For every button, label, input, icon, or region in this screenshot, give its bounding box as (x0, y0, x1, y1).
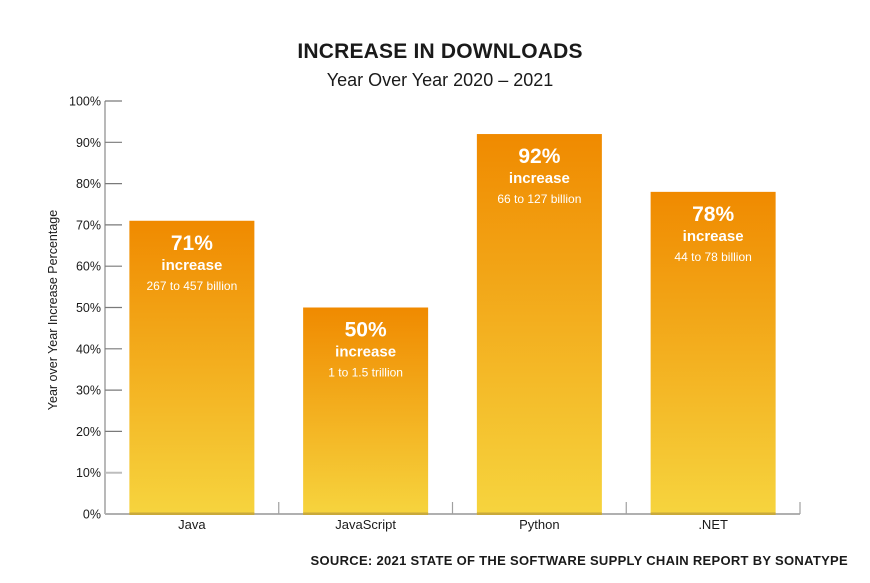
y-tick-label: 10% (76, 466, 101, 480)
data-label-word: increase (683, 228, 744, 245)
x-tick-label: Python (519, 517, 559, 532)
data-label-detail: 267 to 457 billion (147, 279, 238, 293)
y-tick-label: 40% (76, 342, 101, 356)
x-tick-label: Java (178, 517, 206, 532)
y-tick-label: 0% (83, 508, 101, 522)
chart-title: INCREASE IN DOWNLOADS (297, 40, 583, 63)
y-tick-label: 90% (76, 136, 101, 150)
data-label-detail: 44 to 78 billion (674, 250, 751, 264)
x-tick-label: JavaScript (335, 517, 396, 532)
data-label-word: increase (509, 170, 570, 187)
bar-javascript (303, 307, 429, 514)
y-tick-label: 70% (76, 218, 101, 232)
source-note: SOURCE: 2021 STATE OF THE SOFTWARE SUPPL… (310, 553, 848, 568)
data-label-detail: 66 to 127 billion (497, 192, 581, 206)
y-tick-label: 100% (69, 95, 101, 109)
bar-java (129, 220, 255, 514)
data-label-percent: 78% (692, 203, 734, 226)
bar-base (129, 512, 255, 515)
data-label-word: increase (161, 257, 222, 274)
data-label-detail: 1 to 1.5 trillion (328, 366, 403, 380)
data-label-percent: 50% (345, 319, 387, 342)
bar-base (650, 512, 776, 515)
data-label-percent: 71% (171, 232, 213, 255)
y-tick-label: 20% (76, 425, 101, 439)
y-tick-label: 50% (76, 301, 101, 315)
y-tick-label: 60% (76, 260, 101, 274)
chart-subtitle: Year Over Year 2020 – 2021 (326, 70, 554, 90)
y-tick-label: 30% (76, 384, 101, 398)
bar-python (476, 134, 602, 515)
y-tick-label: 80% (76, 177, 101, 191)
data-label-percent: 92% (518, 145, 560, 168)
bar-net (650, 191, 776, 515)
bar-base (476, 512, 602, 515)
x-tick-label: .NET (698, 517, 728, 532)
data-label-word: increase (335, 344, 396, 361)
bar-base (303, 512, 429, 515)
